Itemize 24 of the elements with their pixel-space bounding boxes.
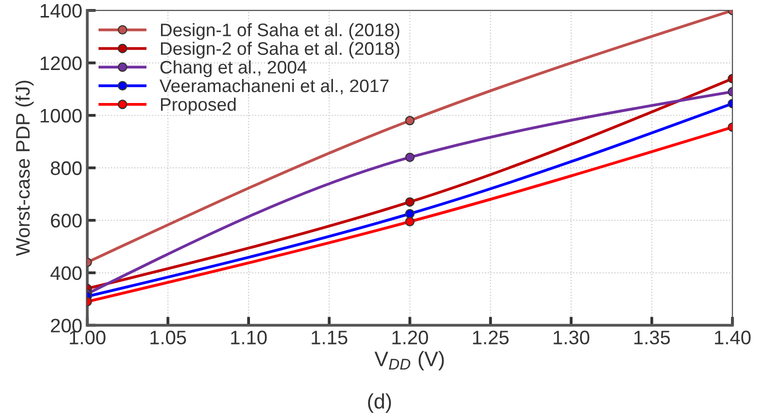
y-tick-label: 400	[50, 266, 82, 280]
x-tick-label: 1.00	[70, 330, 106, 344]
x-tick-label: 1.30	[554, 330, 590, 344]
y-tick-label: 1200	[40, 56, 82, 70]
y-axis-title: Worst-case PDP (fJ)	[15, 80, 34, 256]
x-tick-label: 1.40	[714, 330, 751, 344]
x-tick-label: 1.35	[634, 330, 670, 344]
legend-label: Design-1 of Saha et al. (2018)	[160, 23, 400, 40]
y-tick-label: 600	[50, 214, 82, 228]
x-tick-label: 1.15	[312, 330, 348, 344]
legend-label: Design-2 of Saha et al. (2018)	[160, 42, 400, 59]
y-tick-label: 800	[50, 161, 82, 176]
x-tick-label: 1.05	[150, 330, 186, 344]
legend-label: Proposed	[160, 98, 236, 114]
x-axis-title: V$_{DD}$ (V)	[374, 351, 444, 370]
text: (d)	[368, 393, 391, 413]
x-tick-label: 1.10	[231, 330, 267, 344]
y-tick-label: 200	[50, 318, 82, 332]
legend-label: Veeramachaneni et al., 2017	[160, 78, 388, 94]
y-tick-label: 1000	[40, 108, 82, 123]
x-tick-label: 1.20	[392, 330, 428, 344]
legend-label: Chang et al., 2004	[160, 60, 307, 78]
y-tick-label: 1400	[40, 4, 82, 18]
x-tick-label: 1.25	[473, 330, 509, 344]
